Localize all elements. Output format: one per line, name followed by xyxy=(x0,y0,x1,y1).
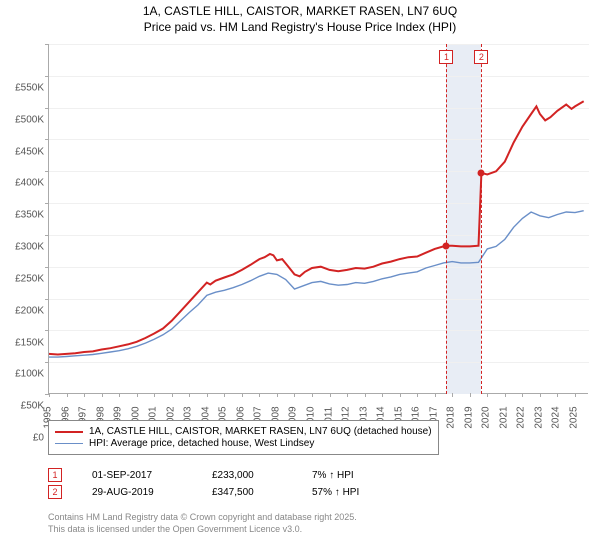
x-tick xyxy=(522,393,523,397)
x-tick xyxy=(400,393,401,397)
chart-lines xyxy=(49,44,589,394)
title-address: 1A, CASTLE HILL, CAISTOR, MARKET RASEN, … xyxy=(0,4,600,20)
y-label: £200K xyxy=(15,305,44,316)
sale-vs-hpi-2: 57% ↑ HPI xyxy=(312,487,359,498)
x-label: 2023 xyxy=(533,406,544,428)
y-label: £400K xyxy=(15,178,44,189)
plot-background: 12 xyxy=(48,44,588,394)
x-tick xyxy=(67,393,68,397)
x-tick xyxy=(259,393,260,397)
x-tick xyxy=(137,393,138,397)
y-label: £0 xyxy=(33,433,44,444)
x-tick xyxy=(417,393,418,397)
x-tick xyxy=(347,393,348,397)
x-label: 2019 xyxy=(463,406,474,428)
x-tick xyxy=(575,393,576,397)
x-tick xyxy=(435,393,436,397)
x-label: 2024 xyxy=(551,406,562,428)
chart-title: 1A, CASTLE HILL, CAISTOR, MARKET RASEN, … xyxy=(0,0,600,35)
sale-dot-1 xyxy=(443,242,450,249)
sale-row-1: 1 01-SEP-2017 £233,000 7% ↑ HPI xyxy=(48,468,359,482)
y-label: £250K xyxy=(15,273,44,284)
sale-price-2: £347,500 xyxy=(212,487,282,498)
y-label: £450K xyxy=(15,146,44,157)
title-subtitle: Price paid vs. HM Land Registry's House … xyxy=(0,20,600,36)
x-tick xyxy=(189,393,190,397)
sale-box-2: 2 xyxy=(474,50,488,64)
sale-vs-hpi-1: 7% ↑ HPI xyxy=(312,470,354,481)
legend-swatch-hpi xyxy=(55,443,83,444)
chart-plot-area: 12 £0£50K£100K£150K£200K£250K£300K£350K£… xyxy=(48,44,588,394)
x-tick xyxy=(172,393,173,397)
series-hpi xyxy=(49,211,584,357)
x-tick xyxy=(505,393,506,397)
legend-item-property: 1A, CASTLE HILL, CAISTOR, MARKET RASEN, … xyxy=(55,426,432,437)
x-tick xyxy=(330,393,331,397)
sale-price-1: £233,000 xyxy=(212,470,282,481)
legend-label-hpi: HPI: Average price, detached house, West… xyxy=(89,438,314,449)
sale-marker-1: 1 xyxy=(48,468,62,482)
x-tick xyxy=(102,393,103,397)
sale-date-1: 01-SEP-2017 xyxy=(92,470,182,481)
x-label: 2020 xyxy=(481,406,492,428)
x-tick xyxy=(452,393,453,397)
sale-box-1: 1 xyxy=(439,50,453,64)
x-label: 2021 xyxy=(498,406,509,428)
x-tick xyxy=(207,393,208,397)
x-tick xyxy=(277,393,278,397)
sales-table: 1 01-SEP-2017 £233,000 7% ↑ HPI 2 29-AUG… xyxy=(48,465,359,502)
sale-row-2: 2 29-AUG-2019 £347,500 57% ↑ HPI xyxy=(48,485,359,499)
y-label: £150K xyxy=(15,337,44,348)
sale-vline-1 xyxy=(446,44,447,394)
x-label: 2025 xyxy=(568,406,579,428)
legend-label-property: 1A, CASTLE HILL, CAISTOR, MARKET RASEN, … xyxy=(89,426,432,437)
attribution-line2: This data is licensed under the Open Gov… xyxy=(48,524,357,536)
x-label: 2022 xyxy=(516,406,527,428)
x-tick xyxy=(84,393,85,397)
attribution: Contains HM Land Registry data © Crown c… xyxy=(48,512,357,535)
x-tick xyxy=(294,393,295,397)
x-tick xyxy=(557,393,558,397)
x-tick xyxy=(242,393,243,397)
sale-vline-2 xyxy=(481,44,482,394)
legend-item-hpi: HPI: Average price, detached house, West… xyxy=(55,438,432,449)
x-tick xyxy=(470,393,471,397)
x-label: 2018 xyxy=(446,406,457,428)
y-label: £50K xyxy=(21,401,44,412)
x-tick xyxy=(487,393,488,397)
y-label: £100K xyxy=(15,369,44,380)
y-label: £350K xyxy=(15,210,44,221)
y-label: £500K xyxy=(15,114,44,125)
x-tick xyxy=(540,393,541,397)
legend: 1A, CASTLE HILL, CAISTOR, MARKET RASEN, … xyxy=(48,420,439,455)
sale-marker-2: 2 xyxy=(48,485,62,499)
x-tick xyxy=(312,393,313,397)
y-label: £550K xyxy=(15,83,44,94)
sale-date-2: 29-AUG-2019 xyxy=(92,487,182,498)
x-tick xyxy=(154,393,155,397)
x-tick xyxy=(382,393,383,397)
y-label: £300K xyxy=(15,242,44,253)
legend-swatch-property xyxy=(55,431,83,433)
x-tick xyxy=(365,393,366,397)
x-tick xyxy=(224,393,225,397)
sale-dot-2 xyxy=(478,169,485,176)
x-tick xyxy=(49,393,50,397)
x-tick xyxy=(119,393,120,397)
attribution-line1: Contains HM Land Registry data © Crown c… xyxy=(48,512,357,524)
series-property_price xyxy=(49,101,584,354)
